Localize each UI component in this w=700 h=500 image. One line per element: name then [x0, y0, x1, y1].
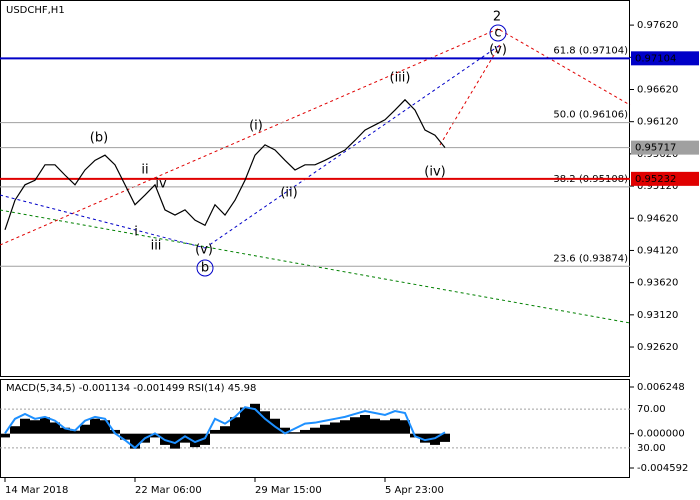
- y-tick-label: 0.93120: [637, 310, 678, 321]
- wave-label: (v): [195, 243, 213, 258]
- wave-label: (iii): [390, 71, 411, 86]
- x-tick-label: 5 Apr 23:00: [385, 485, 444, 496]
- y2-tick-label: 70.00: [637, 404, 666, 415]
- y2-tick-label: 30.00: [637, 443, 666, 454]
- wave-circle: [196, 259, 214, 277]
- wave-label: iii: [151, 239, 162, 254]
- wave-label: iv: [155, 177, 167, 192]
- wave-label: (iv): [424, 165, 445, 180]
- histogram-bar: [80, 424, 90, 434]
- histogram-bar: [360, 415, 370, 434]
- wave-label: (v): [489, 43, 507, 58]
- wave-label: c: [494, 26, 501, 41]
- histogram-bar: [220, 426, 230, 434]
- histogram-bar: [310, 427, 320, 434]
- y-tick-label: 0.94120: [637, 245, 678, 256]
- y-tick-label: 0.93620: [637, 278, 678, 289]
- histogram-bar: [150, 433, 160, 438]
- histogram-bar: [370, 418, 380, 434]
- projection-line: [499, 29, 631, 106]
- histogram-bar: [10, 426, 20, 434]
- histogram-bar: [90, 418, 100, 434]
- trend-line: [0, 27, 501, 246]
- y-tick-label: 0.000000: [637, 429, 685, 440]
- fib-label: 61.8 (0.97104): [553, 45, 628, 56]
- price-line-series: [4, 98, 446, 231]
- price-tag-label: 0.97104: [635, 53, 676, 64]
- wave-label: ii: [141, 163, 148, 178]
- price-tag-label: 0.95232: [635, 174, 676, 185]
- fib-label: 50.0 (0.96106): [553, 110, 628, 121]
- histogram-bar: [40, 417, 50, 434]
- wave-label: (b): [90, 131, 108, 146]
- price-tag: [631, 51, 699, 66]
- histogram-bar: [390, 418, 400, 434]
- histogram-bar: [280, 427, 290, 434]
- histogram-bar: [300, 429, 310, 434]
- y-tick-label: 0.97620: [637, 20, 678, 31]
- histogram-bar: [70, 430, 80, 434]
- rsi-line: [4, 406, 446, 450]
- histogram-bar: [320, 424, 330, 434]
- trend-line: [0, 194, 206, 249]
- x-tick-label: 29 Mar 15:00: [255, 485, 322, 496]
- histogram-bar: [180, 433, 190, 443]
- projection-line: [439, 44, 501, 146]
- histogram-bar: [190, 433, 200, 448]
- histogram-bar: [440, 433, 450, 442]
- histogram-bar: [240, 407, 250, 434]
- y-tick-label: 0.94620: [637, 213, 678, 224]
- histogram-bar: [380, 420, 390, 434]
- fib-label: 23.6 (0.93874): [553, 253, 628, 264]
- wave-circle: [489, 24, 507, 42]
- price-tag-label: 0.95717: [635, 143, 676, 154]
- histogram-bar: [420, 433, 430, 443]
- x-tick-label: 22 Mar 06:00: [135, 485, 202, 496]
- histogram-bar: [430, 433, 440, 445]
- main-panel: [0, 0, 630, 377]
- y-tick-label: 0.006248: [637, 382, 685, 393]
- indicator-title: MACD(5,34,5) -0.001134 -0.001499 RSI(14)…: [6, 383, 256, 394]
- histogram-bar: [170, 433, 180, 449]
- histogram-bar: [400, 420, 410, 434]
- histogram-bar: [130, 433, 140, 449]
- y-tick-label: 0.92620: [637, 342, 678, 353]
- wave-label: (i): [249, 119, 263, 134]
- price-tag: [631, 140, 699, 155]
- histogram-bar: [0, 433, 10, 438]
- wave-label: b: [201, 261, 209, 276]
- histogram-bar: [260, 411, 270, 434]
- histogram-bar: [120, 433, 130, 440]
- histogram-bar: [250, 403, 260, 434]
- wave-label: (ii): [280, 186, 297, 201]
- wave-label: 2: [493, 10, 501, 25]
- histogram-bar: [60, 427, 70, 434]
- histogram-bar: [50, 422, 60, 434]
- histogram-bar: [340, 420, 350, 434]
- histogram-bar: [100, 420, 110, 434]
- histogram-bar: [200, 433, 210, 445]
- y-tick-label: 0.95120: [637, 181, 678, 192]
- wave-label: i: [134, 225, 138, 240]
- price-tag: [631, 171, 699, 186]
- histogram-bar: [330, 422, 340, 434]
- histogram-bar: [230, 417, 240, 434]
- histogram-bar: [350, 417, 360, 434]
- y-tick-label: 0.96620: [637, 84, 678, 95]
- x-tick-label: 14 Mar 2018: [5, 485, 68, 496]
- histogram-bar: [20, 418, 30, 434]
- histogram-bar: [30, 420, 40, 434]
- histogram-bar: [210, 429, 220, 434]
- histogram-bar: [290, 432, 300, 434]
- chart-title: USDCHF,H1: [6, 5, 65, 16]
- y-tick-label: 0.96120: [637, 117, 678, 128]
- y-tick-label: -0.004592: [637, 463, 688, 474]
